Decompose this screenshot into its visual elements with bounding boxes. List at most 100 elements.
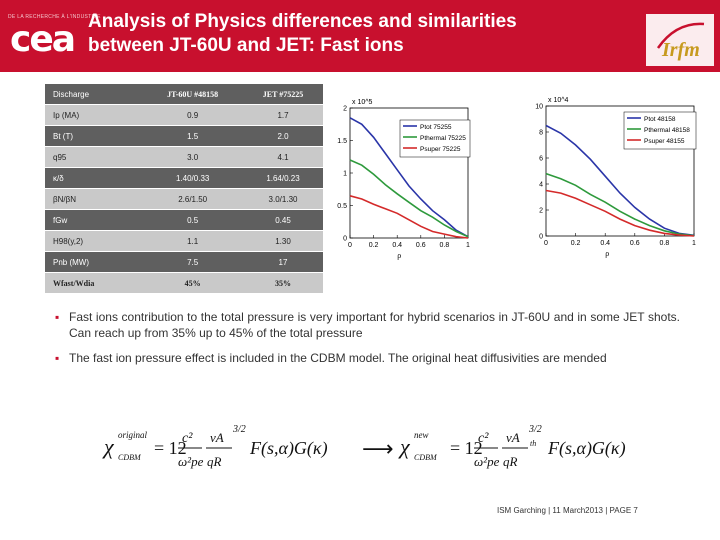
- x-tick-label: 0.4: [392, 242, 402, 249]
- x-tick-label: 0.8: [440, 242, 450, 249]
- table-cell: 0.45: [243, 209, 323, 231]
- x-tick-label: 0: [348, 242, 352, 249]
- slide-title-line1: Analysis of Physics differences and simi…: [88, 11, 517, 32]
- table-cell: βN/βN: [45, 188, 143, 210]
- axis-exponent-label: x 10^5: [352, 99, 373, 106]
- fraction-numerator: c²: [478, 431, 489, 446]
- axis-exponent-label: x 10^4: [548, 97, 569, 104]
- bullet-text: Fast ions contribution to the total pres…: [69, 310, 680, 340]
- table-row: Ip (MA) 0.9 1.7: [45, 104, 323, 126]
- x-tick-label: 0.4: [600, 240, 610, 247]
- table-cell: 3.0/1.30: [243, 188, 323, 210]
- series-line: [349, 159, 469, 238]
- legend-label: Psuper 75225: [420, 146, 461, 153]
- y-tick-label: 10: [535, 104, 543, 111]
- table-header-cell: Discharge: [45, 84, 143, 105]
- irfm-logo: Irfm: [646, 14, 714, 66]
- slide-title: Analysis of Physics differences and simi…: [88, 10, 517, 58]
- y-tick-label: 2: [343, 106, 347, 113]
- footer: ISM Garching | 11 March2013 | PAGE 7: [497, 506, 638, 515]
- legend-label: Pthermal 48158: [644, 127, 690, 134]
- table-row: q95 3.0 4.1: [45, 146, 323, 168]
- table-row: H98(y,2) 1.1 1.30: [45, 230, 323, 252]
- formula-original: χ original CDBM = 12 c² ω²pe vA qR 3/2 F…: [102, 424, 328, 469]
- arrow-icon: ⟶: [362, 437, 394, 462]
- footer-text: ISM Garching | 11 March2013 |: [497, 506, 608, 515]
- bullet-item: ▪ The fast ion pressure effect is includ…: [55, 350, 680, 366]
- x-tick-label: 1: [466, 242, 470, 249]
- legend-label: Pthermal 75225: [420, 135, 466, 142]
- title-bar: DE LA RECHERCHE À L'INDUSTRIE cea Analys…: [0, 0, 720, 72]
- formula-tail: F(s,α)G(κ): [249, 438, 328, 459]
- x-tick-label: 1: [692, 240, 696, 247]
- formula-subscript: CDBM: [118, 453, 142, 462]
- formula-power: 3/2: [528, 424, 542, 435]
- table-row: βN/βN 2.6/1.50 3.0/1.30: [45, 188, 323, 210]
- cea-tagline: DE LA RECHERCHE À L'INDUSTRIE: [8, 14, 101, 20]
- page-number: PAGE 7: [609, 506, 638, 515]
- y-tick-label: 4: [539, 182, 543, 189]
- table-cell: 4.1: [243, 146, 323, 168]
- legend-label: Psuper 48155: [644, 138, 685, 145]
- table-cell: 1.40/0.33: [142, 167, 244, 189]
- pressure-profile-plot-jet: 0 0.2 0.4 0.6 0.8 1 0 0.5 1 1.5 2 Ptot 75255 Ptherma…: [330, 99, 471, 260]
- fraction-denominator: ω²pe: [178, 454, 204, 469]
- bullet-marker: ▪: [55, 351, 60, 365]
- table-row: κ/δ 1.40/0.33 1.64/0.23: [45, 167, 323, 189]
- y-tick-label: 0: [343, 236, 347, 243]
- table-cell: Pnb (MW): [45, 251, 143, 273]
- formula-tail: F(s,α)G(κ): [547, 438, 626, 459]
- formula-superscript: new: [414, 430, 429, 440]
- table-cell: Ip (MA): [45, 104, 143, 126]
- bullet-list: ▪ Fast ions contribution to the total pr…: [55, 309, 680, 375]
- fraction-denominator: qR: [503, 454, 518, 469]
- table-cell: 35%: [243, 272, 323, 294]
- bullet-item: ▪ Fast ions contribution to the total pr…: [55, 309, 680, 341]
- table-cell: 1.5: [142, 125, 244, 147]
- y-tick-label: 8: [539, 130, 543, 137]
- y-tick-label: 0.5: [337, 203, 347, 210]
- x-axis-label: ρ: [397, 251, 401, 260]
- table-header-cell: JT-60U #48158: [142, 84, 244, 105]
- formula-chi: χ: [102, 434, 115, 459]
- table-header-cell: JET #75225: [243, 84, 323, 105]
- formula-equals: = 12: [154, 438, 187, 458]
- formula-power-subscript: th: [530, 439, 536, 448]
- x-tick-label: 0.8: [660, 240, 670, 247]
- formula-power: 3/2: [232, 424, 246, 435]
- table-cell: q95: [45, 146, 143, 168]
- formula-superscript: original: [118, 430, 148, 440]
- table-cell: fGw: [45, 209, 143, 231]
- formula-area: χ original CDBM = 12 c² ω²pe vA qR 3/2 F…: [102, 424, 626, 469]
- table-header-row: Discharge JT-60U #48158 JET #75225: [45, 84, 323, 105]
- y-tick-label: 1: [343, 171, 347, 178]
- table-cell: Wfast/Wdia: [45, 272, 143, 294]
- table-cell: 1.1: [142, 230, 244, 252]
- y-tick-label: 0: [539, 234, 543, 241]
- slide-title-line2: between JT-60U and JET: Fast ions: [88, 35, 404, 56]
- x-tick-label: 0.2: [571, 240, 581, 247]
- table-cell: 0.5: [142, 209, 244, 231]
- discharge-parameters-table: Discharge JT-60U #48158 JET #75225 Ip (M…: [45, 84, 323, 294]
- formula-subscript: CDBM: [414, 453, 438, 462]
- x-axis-label: ρ: [605, 249, 609, 258]
- y-tick-label: 6: [539, 156, 543, 163]
- legend-label: Ptot 48158: [644, 116, 676, 123]
- series-line: [545, 172, 695, 237]
- x-tick-label: 0.6: [416, 242, 426, 249]
- table-cell: 17: [243, 251, 323, 273]
- table-row: fGw 0.5 0.45: [45, 209, 323, 231]
- table-cell: 2.0: [243, 125, 323, 147]
- y-axis-label: Pa: [330, 164, 332, 173]
- legend-label: Ptot 75255: [420, 124, 452, 131]
- series-line: [545, 124, 695, 237]
- formula-equals: = 12: [450, 438, 483, 458]
- table-row: Pnb (MW) 7.5 17: [45, 251, 323, 273]
- bullet-marker: ▪: [55, 310, 60, 324]
- y-tick-label: 2: [539, 208, 543, 215]
- fraction-numerator: vA: [210, 430, 224, 445]
- table-cell: 2.6/1.50: [142, 188, 244, 210]
- bullet-text: The fast ion pressure effect is included…: [69, 351, 607, 365]
- x-tick-label: 0: [544, 240, 548, 247]
